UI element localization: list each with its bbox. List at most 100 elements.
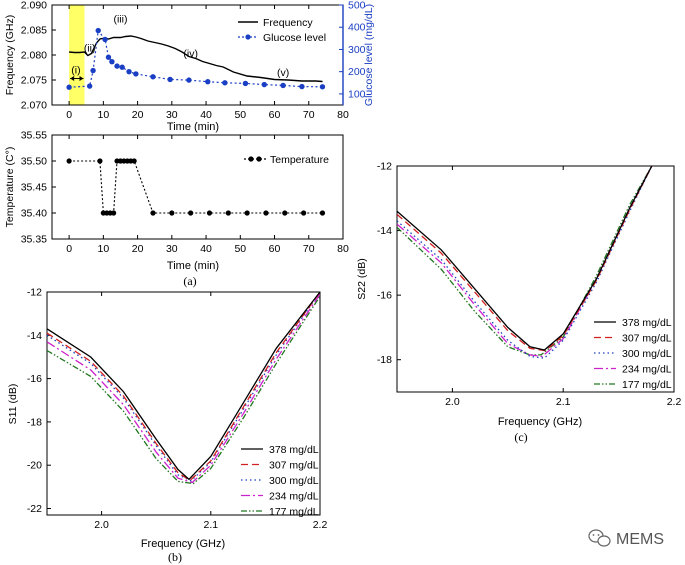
- glucose-point: [109, 58, 115, 65]
- legend-label: 177 mg/dL: [622, 379, 672, 391]
- y-tick-label: -16: [377, 290, 392, 302]
- legend-label: 234 mg/dL: [269, 491, 319, 503]
- legend-label-frequency: Frequency: [263, 17, 313, 29]
- x-tick-label: 50: [234, 243, 246, 255]
- legend-marker-temperature: [248, 156, 254, 162]
- temperature-point: [206, 210, 213, 216]
- y-right-tick-label: 400: [348, 22, 366, 34]
- y-right-tick-label: 200: [348, 66, 366, 78]
- glucose-point: [319, 84, 326, 90]
- legend: Temperature: [244, 154, 329, 166]
- x-tick-label: 2.1: [203, 519, 218, 531]
- highlight-region: [69, 5, 85, 105]
- y-right-tick-label: 500: [348, 0, 366, 12]
- legend-label: 378 mg/dL: [622, 317, 672, 329]
- legend-label: 234 mg/dL: [622, 364, 672, 376]
- y-axis-label: Temperature (C°): [4, 147, 16, 228]
- y-tick-label: 2.080: [21, 50, 47, 62]
- x-axis-label: Time (min): [167, 260, 219, 272]
- annotation-arrowhead: [70, 76, 75, 81]
- glucose-point: [167, 76, 173, 83]
- temperature-point: [263, 210, 269, 216]
- annotation-arrowhead: [79, 76, 84, 81]
- glucose-point: [105, 54, 112, 60]
- y-tick-label: -14: [377, 225, 392, 237]
- temperature-line: [69, 160, 323, 214]
- x-tick-label: 2.0: [94, 519, 109, 531]
- temperature-point: [225, 210, 231, 216]
- series-line-234-mg-dL: [397, 166, 653, 358]
- legend-marker-glucose: [245, 34, 251, 40]
- glucose-point: [126, 68, 132, 75]
- glucose-point: [150, 74, 156, 80]
- y-tick-label: 35.55: [21, 130, 47, 142]
- y-tick-label: 2.090: [21, 0, 47, 12]
- y-axis-label: S22 (dB): [356, 258, 368, 299]
- caption-b: (b): [168, 550, 182, 564]
- wechat-icon: [588, 529, 611, 547]
- y-axis-label-right: Glucose level (mg/dL): [363, 4, 375, 106]
- y-axis-label: Frequency (GHz): [4, 15, 16, 96]
- plot-frame: [396, 165, 675, 393]
- y-tick-label: -16: [27, 373, 42, 385]
- glucose-point: [102, 36, 108, 43]
- x-axis-label: Frequency (GHz): [141, 538, 225, 550]
- y-tick-label: 35.35: [21, 234, 47, 246]
- s11-panel: 2.0 2.1 2.2 -12 -14 -16 -18 -20 -22 378 mg/dL 307…: [7, 287, 327, 551]
- frequency-glucose-panel: 0 10 20 30 40 50 60 70 80 2.070 2.075 2.080 2.085 2.0…: [4, 0, 375, 133]
- frequency-line: [69, 35, 323, 83]
- legend-label-glucose: Glucose level: [263, 32, 326, 44]
- series-line-177-mg-dL: [397, 166, 653, 356]
- series-line-177-mg-dL: [47, 295, 320, 485]
- y-tick-label: 35.40: [21, 208, 47, 220]
- y-tick-label: -18: [27, 416, 42, 428]
- y-tick-label: -18: [377, 354, 392, 366]
- series-line-300-mg-dL: [47, 292, 320, 482]
- series-line-307-mg-dL: [397, 166, 653, 352]
- series-line-378-mg-dL: [47, 292, 320, 481]
- temperature-point: [97, 158, 103, 164]
- temperature-point: [188, 210, 194, 216]
- y-right-tick-label: 100: [348, 88, 366, 100]
- temperature-point: [244, 210, 250, 216]
- annotation-label: (iv): [183, 48, 198, 60]
- y-axis-label: S11 (dB): [7, 384, 19, 425]
- s22-panel: 2.0 2.1 2.2 -12 -14 -16 -18 378 mg/dL 307 mg/dL…: [356, 161, 681, 429]
- glucose-line: [69, 29, 323, 88]
- glucose-point: [90, 67, 96, 74]
- temperature-point: [169, 210, 175, 216]
- y-tick-label: -20: [27, 460, 42, 472]
- legend: Frequency Glucose level: [238, 17, 326, 44]
- legend-label: 307 mg/dL: [622, 333, 672, 345]
- annotation-label: (iii): [113, 14, 127, 26]
- legend-label: 300 mg/dL: [622, 348, 672, 360]
- y-tick-label: 35.50: [21, 156, 47, 168]
- y-tick-label: 2.085: [21, 25, 47, 37]
- x-tick-label: 80: [337, 243, 349, 255]
- series-line-378-mg-dL: [397, 166, 653, 351]
- x-tick-label: 0: [66, 243, 72, 255]
- glucose-point: [242, 80, 249, 87]
- y-right-tick-label: 300: [348, 44, 366, 56]
- plot-frame: [46, 291, 321, 516]
- temperature-panel: 0 10 20 30 40 50 60 70 80 35.35 35.40 35.45 35.50 35.…: [4, 130, 349, 273]
- x-tick-label: 10: [98, 109, 110, 121]
- y-tick-label: -22: [27, 503, 42, 515]
- x-tick-label: 10: [98, 243, 110, 255]
- series-line-300-mg-dL: [397, 166, 653, 359]
- temperature-point: [111, 210, 117, 216]
- x-tick-label: 0: [66, 109, 72, 121]
- temperature-point: [301, 210, 307, 216]
- glucose-point: [95, 27, 101, 34]
- x-tick-label: 70: [303, 109, 315, 121]
- y-tick-label: 2.070: [21, 100, 47, 112]
- legend-label: 378 mg/dL: [269, 444, 319, 456]
- glucose-point: [86, 83, 93, 89]
- x-tick-label: 60: [269, 109, 281, 121]
- temperature-point: [150, 210, 156, 216]
- x-tick-label: 2.2: [667, 396, 682, 408]
- annotation-label: (i): [71, 65, 80, 77]
- glucose-point: [114, 63, 120, 69]
- glucose-point: [133, 71, 139, 77]
